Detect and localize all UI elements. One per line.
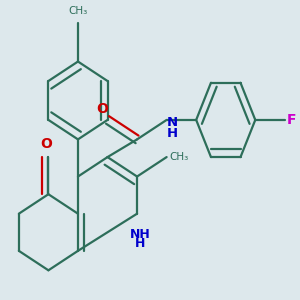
Text: H: H [167, 127, 178, 140]
Text: CH₃: CH₃ [170, 152, 189, 162]
Text: CH₃: CH₃ [68, 6, 88, 16]
Text: NH: NH [129, 228, 150, 241]
Text: O: O [40, 137, 52, 151]
Text: O: O [96, 102, 108, 116]
Text: F: F [287, 113, 296, 127]
Text: N: N [167, 116, 178, 129]
Text: H: H [135, 237, 145, 250]
